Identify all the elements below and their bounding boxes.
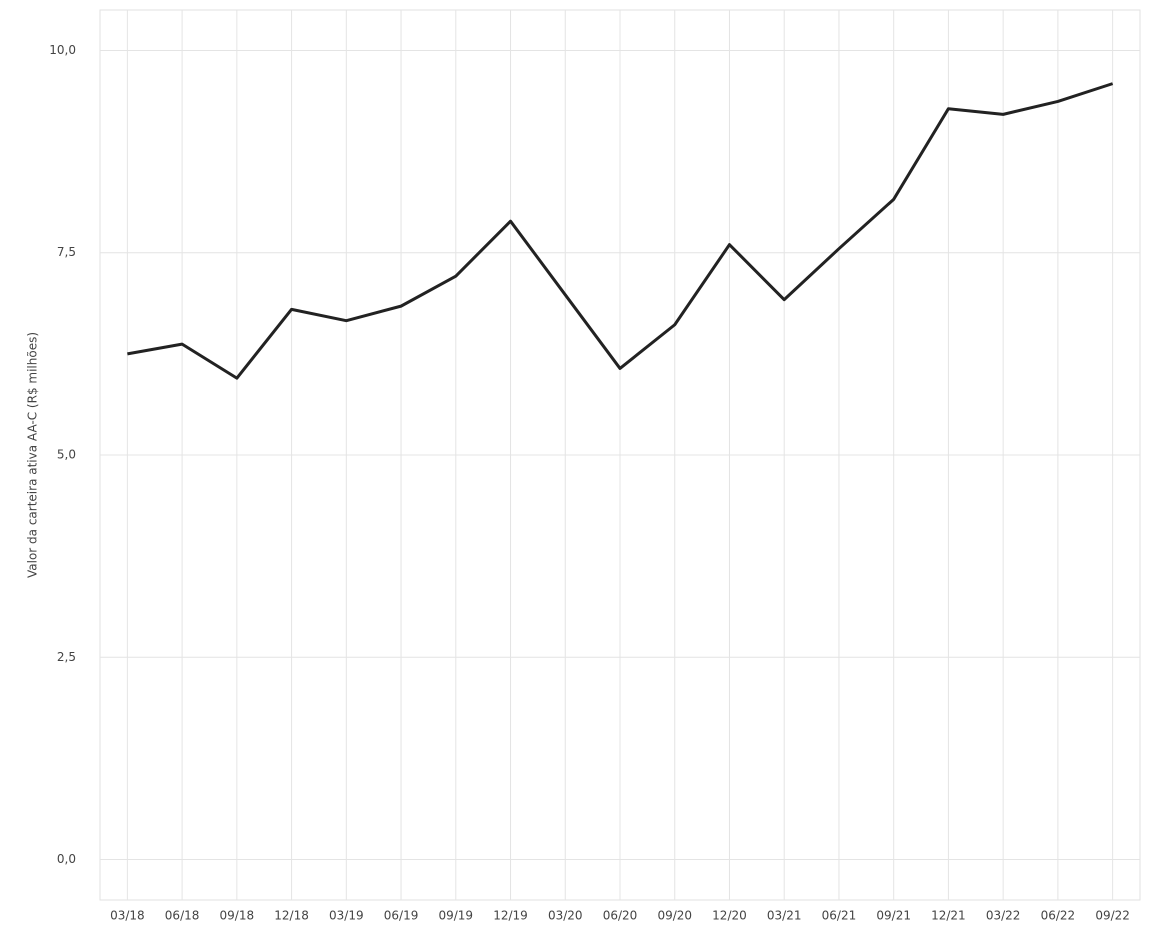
x-tick-label: 03/21 bbox=[767, 909, 802, 923]
x-tick-label: 06/19 bbox=[384, 909, 419, 923]
x-tick-label: 09/20 bbox=[657, 909, 692, 923]
x-tick-label: 09/18 bbox=[220, 909, 255, 923]
x-tick-label: 12/19 bbox=[493, 909, 528, 923]
y-tick-label: 5,0 bbox=[57, 448, 76, 462]
x-tick-label: 03/18 bbox=[110, 909, 145, 923]
x-tick-label: 06/20 bbox=[603, 909, 638, 923]
x-tick-label: 12/20 bbox=[712, 909, 747, 923]
y-tick-label: 2,5 bbox=[57, 650, 76, 664]
x-tick-label: 06/18 bbox=[165, 909, 200, 923]
y-tick-label: 0,0 bbox=[57, 852, 76, 866]
y-axis-title: Valor da carteira ativa AA-C (R$ milhões… bbox=[26, 332, 40, 578]
y-tick-label: 10,0 bbox=[49, 43, 76, 57]
x-tick-label: 09/19 bbox=[438, 909, 473, 923]
x-tick-label: 06/22 bbox=[1041, 909, 1076, 923]
x-tick-label: 03/19 bbox=[329, 909, 364, 923]
y-tick-label: 7,5 bbox=[57, 245, 76, 259]
x-tick-label: 09/21 bbox=[876, 909, 911, 923]
x-tick-label: 09/22 bbox=[1095, 909, 1130, 923]
line-series bbox=[127, 82, 1114, 380]
x-tick-label: 03/22 bbox=[986, 909, 1021, 923]
x-tick-label: 06/21 bbox=[822, 909, 857, 923]
x-tick-label: 03/20 bbox=[548, 909, 583, 923]
x-tick-label: 12/18 bbox=[274, 909, 309, 923]
x-tick-label: 12/21 bbox=[931, 909, 966, 923]
